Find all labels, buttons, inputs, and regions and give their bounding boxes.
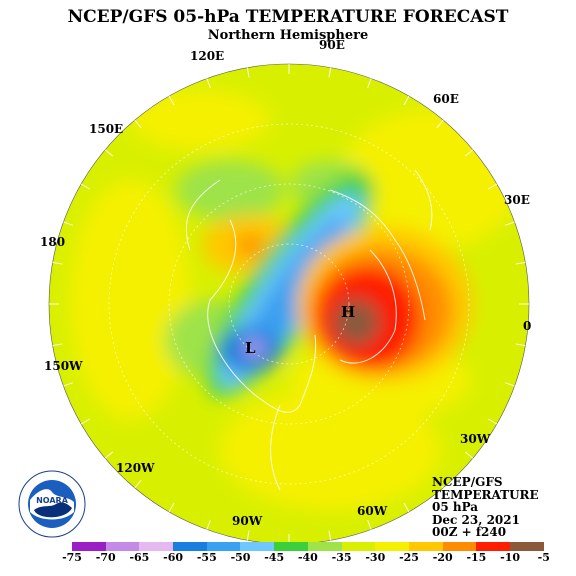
color-tick-label: -35: [331, 551, 352, 564]
logo-text: NOARA: [36, 496, 69, 505]
color-tick-label: -5: [537, 551, 550, 564]
lon-label-120w: 120W: [116, 461, 155, 475]
color-tick-label: -75: [62, 551, 82, 564]
meridian-tick: [80, 183, 91, 190]
lon-label-180: 180: [40, 235, 65, 249]
high-pressure-label: H: [341, 303, 355, 321]
meridian-tick: [104, 149, 114, 157]
meridian-tick: [52, 261, 63, 265]
color-swatch-11: [442, 542, 477, 551]
color-swatch-10: [408, 542, 443, 551]
lon-label-150e: 150E: [89, 122, 123, 136]
meridian-tick: [246, 67, 250, 78]
meridian-tick: [63, 221, 74, 226]
meridian-tick: [403, 502, 410, 513]
meridian-tick: [515, 261, 526, 265]
meridian-tick: [464, 451, 474, 459]
meridian-tick: [168, 95, 175, 106]
color-swatch-9: [375, 542, 409, 551]
color-scale-bar: [72, 542, 544, 551]
meridian-tick: [515, 343, 526, 347]
meridian-tick: [246, 530, 250, 541]
lon-label-150w: 150W: [44, 359, 83, 373]
meridian-tick: [328, 530, 332, 541]
meridian-tick: [134, 119, 142, 129]
color-swatch-8: [341, 542, 376, 551]
lon-label-30w: 30W: [460, 432, 491, 446]
color-swatch-12: [476, 542, 510, 551]
meridian-tick: [206, 78, 211, 89]
color-swatch-6: [274, 542, 308, 551]
meridian-tick: [328, 67, 332, 78]
lon-label-120e: 120E: [190, 49, 224, 63]
color-tick-label: -50: [230, 551, 251, 564]
color-swatch-7: [307, 542, 342, 551]
meridian-tick: [367, 78, 372, 89]
color-tick-label: -40: [297, 551, 318, 564]
info-model: NCEP/GFS: [432, 475, 503, 489]
meridian-tick: [504, 221, 515, 226]
meridian-tick: [63, 382, 74, 387]
color-tick-label: -60: [163, 551, 184, 564]
color-tick-label: -20: [432, 551, 453, 564]
color-swatch-0: [72, 542, 106, 551]
color-swatch-13: [509, 542, 544, 551]
low-pressure-label: L: [245, 339, 256, 357]
color-tick-label: -65: [129, 551, 150, 564]
lon-label-90w: 90W: [232, 514, 263, 528]
lon-label-60w: 60W: [357, 504, 388, 518]
noaa-logo: NOARA: [18, 470, 86, 538]
color-tick-label: -30: [365, 551, 386, 564]
info-variable: TEMPERATURE: [432, 487, 539, 502]
meridian-tick: [504, 382, 515, 387]
lon-label-60e: 60E: [433, 92, 459, 106]
info-date: Dec 23, 2021: [432, 512, 520, 527]
meridian-tick: [52, 343, 63, 347]
map-title: NCEP/GFS 05-hPa TEMPERATURE FORECAST: [67, 7, 509, 27]
color-swatch-3: [173, 542, 207, 551]
meridian-tick: [436, 479, 444, 489]
meridian-tick: [367, 519, 372, 530]
meridian-tick: [403, 95, 410, 106]
meridian-tick: [464, 149, 474, 157]
color-tick-label: -25: [399, 551, 419, 564]
meridian-tick: [487, 418, 498, 425]
color-swatch-2: [139, 542, 174, 551]
color-tick-label: -10: [500, 551, 521, 564]
lon-label-0: 0: [523, 319, 531, 333]
meridian-tick: [104, 451, 114, 459]
color-swatch-4: [206, 542, 241, 551]
lon-label-30e: 30E: [504, 193, 530, 207]
map-subtitle: Northern Hemisphere: [207, 28, 369, 43]
color-scale-ticks: -75 -70 -65 -60 -55 -50 -45 -40 -35 -30 -25 -20 -15-…: [0, 551, 576, 565]
meridian-tick: [80, 418, 91, 425]
temperature-field: [49, 64, 529, 544]
color-tick-label: -15: [466, 551, 487, 564]
lon-label-90e: 90E: [319, 38, 345, 52]
meridian-tick: [206, 519, 211, 530]
meridian-tick: [436, 119, 444, 129]
color-tick-label: -70: [95, 551, 116, 564]
info-forecast-hour: 00Z + f240: [432, 525, 507, 539]
color-tick-label: -45: [264, 551, 285, 564]
meridian-tick: [168, 502, 175, 513]
forecast-info: NCEP/GFS TEMPERATURE 05 hPa Dec 23, 2021…: [432, 476, 539, 539]
meridian-tick: [487, 183, 498, 190]
color-swatch-1: [105, 542, 140, 551]
color-swatch-5: [240, 542, 275, 551]
color-tick-label: -55: [196, 551, 217, 564]
meridian-tick: [134, 479, 142, 489]
info-level: 05 hPa: [432, 500, 479, 514]
